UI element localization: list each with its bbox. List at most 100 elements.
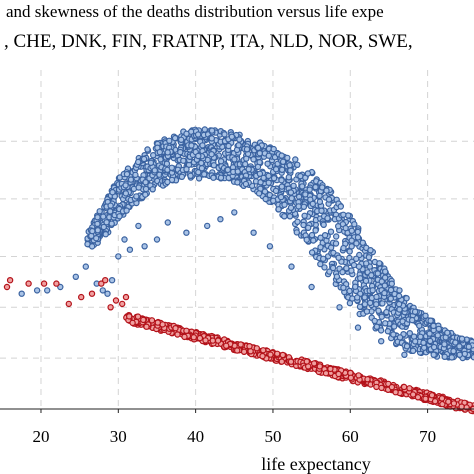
blue-data-point (272, 187, 280, 195)
blue-data-point (94, 213, 101, 221)
blue-data-point (337, 203, 344, 210)
blue-data-point (208, 127, 216, 134)
blue-data-point (387, 286, 395, 294)
blue-data-point (456, 351, 463, 358)
blue-data-point (217, 174, 225, 181)
blue-data-point (236, 136, 243, 143)
blue-data-point (217, 215, 224, 223)
blue-data-point (355, 263, 363, 270)
blue-data-point (99, 287, 107, 294)
blue-data-point (304, 170, 312, 177)
red-data-point (101, 277, 109, 284)
blue-data-point (321, 231, 329, 239)
blue-data-point (302, 191, 309, 198)
blue-data-point (299, 183, 306, 190)
blue-data-point (260, 174, 267, 182)
red-data-point (310, 360, 318, 367)
blue-data-point (194, 131, 202, 138)
blue-data-point (348, 243, 355, 250)
blue-data-point (412, 338, 419, 345)
blue-data-point (254, 144, 262, 152)
red-data-point (355, 372, 362, 379)
blue-data-point (264, 160, 271, 167)
blue-data-point (265, 152, 272, 159)
blue-data-point (187, 172, 194, 179)
blue-data-point (142, 178, 149, 186)
blue-data-point (441, 353, 448, 360)
blue-data-point (228, 133, 236, 140)
blue-data-point (256, 149, 263, 157)
blue-data-point (270, 197, 277, 204)
red-data-point (422, 395, 429, 402)
blue-data-point (275, 206, 282, 213)
red-data-point (98, 280, 105, 287)
blue-data-point (221, 131, 228, 138)
blue-data-point (318, 207, 325, 214)
blue-data-point (135, 222, 142, 230)
blue-data-point (396, 334, 404, 341)
blue-data-point (109, 188, 116, 196)
red-data-point (181, 333, 188, 341)
blue-data-point (288, 263, 295, 270)
blue-data-point (44, 287, 51, 294)
chart-title-line-1: and skewness of the deaths distribution … (6, 2, 384, 21)
blue-data-point (290, 182, 297, 189)
blue-data-point (147, 159, 155, 166)
blue-data-point (122, 190, 130, 197)
blue-data-point (132, 171, 139, 179)
blue-data-point (286, 161, 293, 169)
blue-data-point (325, 196, 333, 203)
blue-data-point (320, 221, 327, 228)
blue-data-point (149, 186, 156, 193)
blue-data-point (396, 287, 403, 294)
blue-data-point (231, 156, 238, 163)
blue-data-point (278, 176, 285, 184)
blue-data-point (354, 228, 361, 236)
blue-data-point (92, 234, 100, 242)
blue-data-point (295, 203, 302, 210)
blue-data-point (430, 343, 438, 351)
red-data-point (174, 331, 181, 338)
blue-data-point (416, 322, 423, 329)
blue-data-point (94, 226, 102, 234)
blue-data-point (217, 157, 225, 165)
blue-data-point (198, 165, 206, 172)
blue-data-point (177, 136, 185, 143)
blue-data-point (346, 248, 353, 255)
blue-data-point (300, 203, 308, 210)
blue-data-point (265, 179, 272, 186)
blue-data-point (406, 330, 413, 337)
blue-data-point (430, 351, 437, 358)
blue-data-point (348, 227, 355, 234)
blue-data-point (340, 284, 347, 291)
blue-data-point (293, 229, 300, 236)
red-data-point (409, 391, 417, 398)
red-data-point (154, 319, 161, 326)
blue-data-point (256, 170, 264, 177)
blue-data-point (377, 327, 385, 334)
red-data-point (233, 347, 241, 354)
blue-data-point (319, 184, 326, 191)
blue-data-point (316, 198, 324, 205)
red-data-point (190, 334, 197, 341)
red-data-point (414, 394, 422, 401)
blue-data-point (395, 300, 403, 308)
blue-data-point (332, 240, 340, 247)
blue-data-point (361, 294, 368, 301)
blue-data-point (208, 135, 215, 142)
blue-data-point (456, 343, 463, 350)
blue-data-point (308, 249, 316, 256)
blue-data-point (373, 323, 380, 330)
blue-data-point (135, 184, 142, 191)
red-data-point (112, 297, 120, 304)
blue-data-point (288, 194, 295, 202)
red-data-point (129, 319, 136, 327)
blue-data-point (171, 134, 179, 142)
red-data-point (247, 348, 254, 355)
blue-data-point (266, 243, 274, 250)
blue-data-point (270, 145, 277, 153)
blue-data-point (391, 323, 398, 330)
blue-data-point (278, 183, 286, 190)
blue-data-point (371, 317, 378, 325)
